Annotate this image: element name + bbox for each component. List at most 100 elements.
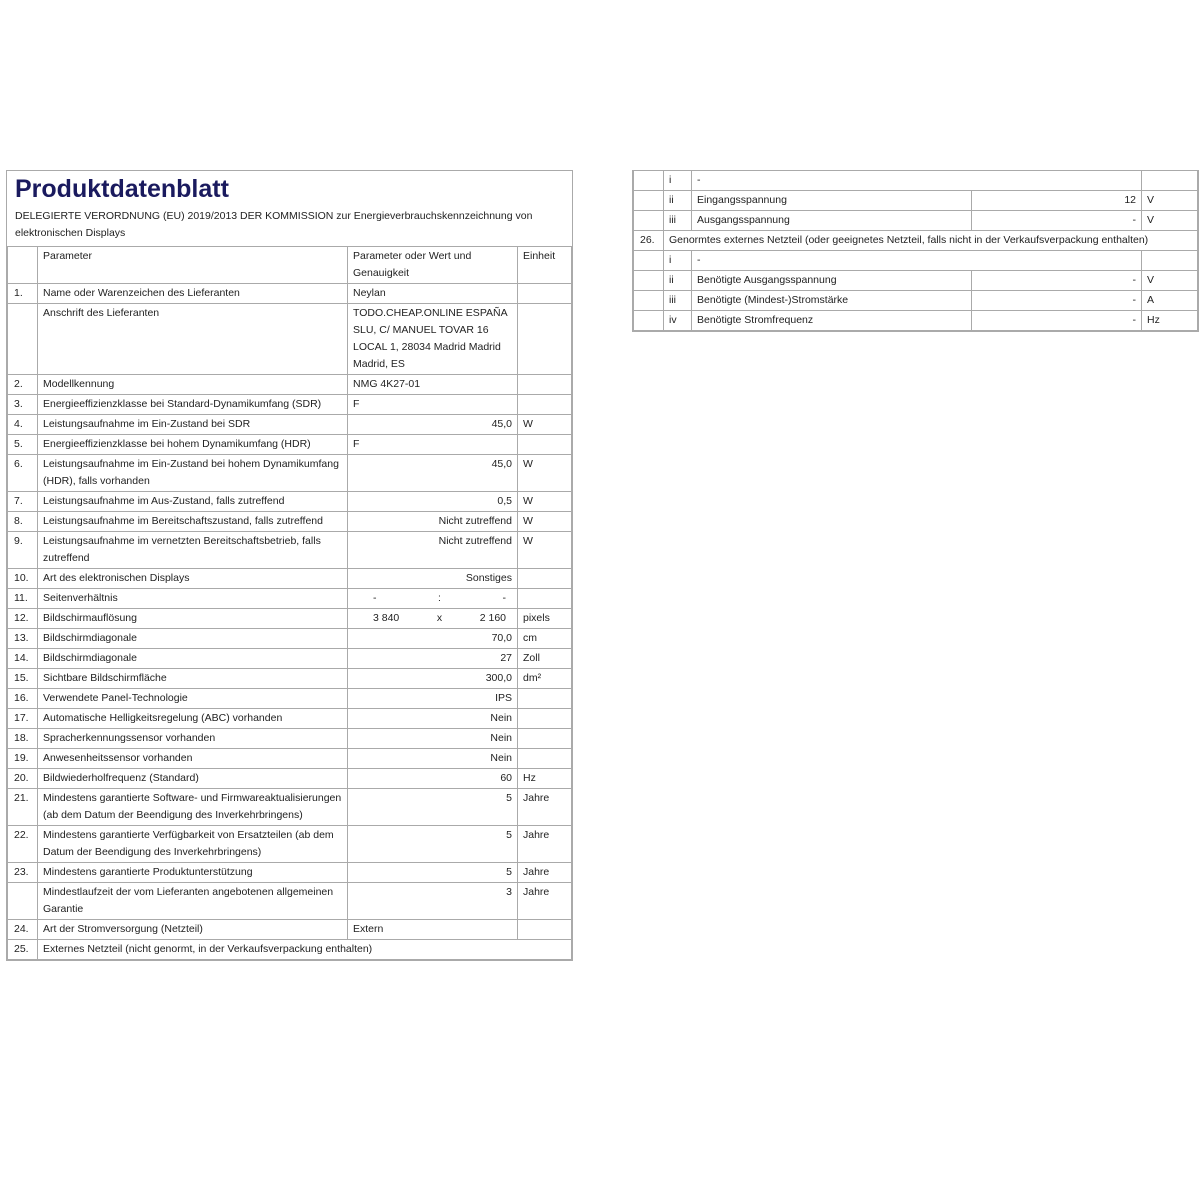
row-unit — [517, 283, 572, 304]
row-unit: dm² — [517, 668, 572, 689]
row-parameter: Verwendete Panel-Technologie — [37, 688, 348, 709]
row-number: 15. — [7, 668, 38, 689]
row-number: 6. — [7, 454, 38, 492]
table-row: 18. Spracherkennungssensor vorhanden Nein — [7, 728, 572, 749]
row-parameter: Bildschirmdiagonale — [37, 628, 348, 649]
sub-row: iii Ausgangsspannung - V — [633, 210, 1198, 231]
row-unit — [517, 748, 572, 769]
header-unit: Einheit — [517, 246, 572, 284]
table-row: 19. Anwesenheitssensor vorhanden Nein — [7, 748, 572, 769]
row-parameter: Leistungsaufnahme im Ein-Zustand bei SDR — [37, 414, 348, 435]
row-unit — [1141, 170, 1198, 191]
sub-row: iii Benötigte (Mindest-)Stromstärke - A — [633, 290, 1198, 311]
row-unit: V — [1141, 210, 1198, 231]
header-parameter: Parameter — [37, 246, 348, 284]
table-row: 22. Mindestens garantierte Verfügbarkeit … — [7, 825, 572, 863]
row-value: F — [347, 394, 518, 415]
row-number: 23. — [7, 862, 38, 883]
row-value: 300,0 — [347, 668, 518, 689]
table-row: 7. Leistungsaufnahme im Aus-Zustand, fall… — [7, 491, 572, 512]
row-unit — [517, 588, 572, 609]
row-number: 4. — [7, 414, 38, 435]
row-number: 18. — [7, 728, 38, 749]
row-value: - — [971, 270, 1142, 291]
value-part-1: 3 840 — [373, 612, 400, 624]
row-roman-numeral: ii — [663, 270, 692, 291]
row-unit: W — [517, 511, 572, 532]
row-value: -: - — [347, 588, 518, 609]
row-number: 5. — [7, 434, 38, 455]
page-title: Produktdatenblatt — [15, 175, 229, 203]
row-parameter: Spracherkennungssensor vorhanden — [37, 728, 348, 749]
row-value: - — [971, 290, 1142, 311]
row-number: 7. — [7, 491, 38, 512]
table-row: 25. Externes Netzteil (nicht genormt, in … — [7, 939, 572, 960]
row-number: 2. — [7, 374, 38, 395]
row-parameter: Leistungsaufnahme im Ein-Zustand bei hoh… — [37, 454, 348, 492]
row-unit: V — [1141, 270, 1198, 291]
row-parameter: Sichtbare Bildschirmfläche — [37, 668, 348, 689]
row-number — [633, 250, 664, 271]
table-row: 20. Bildwiederholfrequenz (Standard) 60 Hz — [7, 768, 572, 789]
sub-row: i- — [633, 170, 1198, 191]
table-row: 16. Verwendete Panel-Technologie IPS — [7, 688, 572, 709]
sub-row: ii Benötigte Ausgangsspannung - V — [633, 270, 1198, 291]
row-parameter: - — [691, 170, 1142, 191]
sub-row: iv Benötigte Stromfrequenz - Hz — [633, 310, 1198, 331]
row-number: 25. — [7, 939, 38, 960]
row-number: 19. — [7, 748, 38, 769]
row-value: Nicht zutreffend — [347, 531, 518, 569]
row-value: TODO.CHEAP.ONLINE ESPAÑA SLU, C/ MANUEL … — [347, 303, 518, 375]
row-value: Nein — [347, 708, 518, 729]
row-number: 24. — [7, 919, 38, 940]
row-number: 12. — [7, 608, 38, 629]
row-parameter: Energieeffizienzklasse bei hohem Dynamik… — [37, 434, 348, 455]
row-value: 5 — [347, 862, 518, 883]
table-row: 10. Art des elektronischen Displays Sonsti… — [7, 568, 572, 589]
row-number — [633, 170, 664, 191]
row-value: 12 — [971, 190, 1142, 211]
row-parameter: Leistungsaufnahme im Bereitschaftszustan… — [37, 511, 348, 532]
row-number: 14. — [7, 648, 38, 669]
row-unit — [517, 708, 572, 729]
row-unit: V — [1141, 190, 1198, 211]
row-parameter: Anschrift des Lieferanten — [37, 303, 348, 375]
parameter-table: Parameter Parameter oder Wert und Genaui… — [7, 246, 572, 960]
row-number — [7, 882, 38, 920]
row-value: - — [971, 310, 1142, 331]
row-number: 3. — [7, 394, 38, 415]
row-unit: W — [517, 491, 572, 512]
row-value: IPS — [347, 688, 518, 709]
row-value: - — [971, 210, 1142, 231]
row-number: 21. — [7, 788, 38, 826]
row-value: 27 — [347, 648, 518, 669]
table-row: 9. Leistungsaufnahme im vernetzten Bereit… — [7, 531, 572, 569]
value-separator: : — [438, 592, 441, 604]
row-parameter: Bildwiederholfrequenz (Standard) — [37, 768, 348, 789]
table-row: 21. Mindestens garantierte Software- und … — [7, 788, 572, 826]
table-row: Mindestlaufzeit der vom Lieferanten ange… — [7, 882, 572, 920]
row-unit: Jahre — [517, 825, 572, 863]
sub-row: i- — [633, 250, 1198, 271]
row-number — [7, 303, 38, 375]
row-parameter: Benötigte Stromfrequenz — [691, 310, 972, 331]
row-number — [633, 270, 664, 291]
row-value: Sonstiges — [347, 568, 518, 589]
row-roman-numeral: iii — [663, 210, 692, 231]
row-parameter: Mindestens garantierte Software- und Fir… — [37, 788, 348, 826]
row-unit: W — [517, 531, 572, 569]
table-row: 23. Mindestens garantierte Produktunterst… — [7, 862, 572, 883]
table-row: 1. Name oder Warenzeichen des Lieferanten… — [7, 283, 572, 304]
row-parameter: Art der Stromversorgung (Netzteil) — [37, 919, 348, 940]
row-parameter: Bildschirmauflösung — [37, 608, 348, 629]
row-parameter: Bildschirmdiagonale — [37, 648, 348, 669]
row-value: 70,0 — [347, 628, 518, 649]
row-parameter: Anwesenheitssensor vorhanden — [37, 748, 348, 769]
row-unit — [517, 688, 572, 709]
row-unit — [517, 374, 572, 395]
row-parameter: Mindestlaufzeit der vom Lieferanten ange… — [37, 882, 348, 920]
table-row: 24. Art der Stromversorgung (Netzteil) Ext… — [7, 919, 572, 940]
row-value: Nein — [347, 748, 518, 769]
row-parameter: Automatische Helligkeitsregelung (ABC) v… — [37, 708, 348, 729]
